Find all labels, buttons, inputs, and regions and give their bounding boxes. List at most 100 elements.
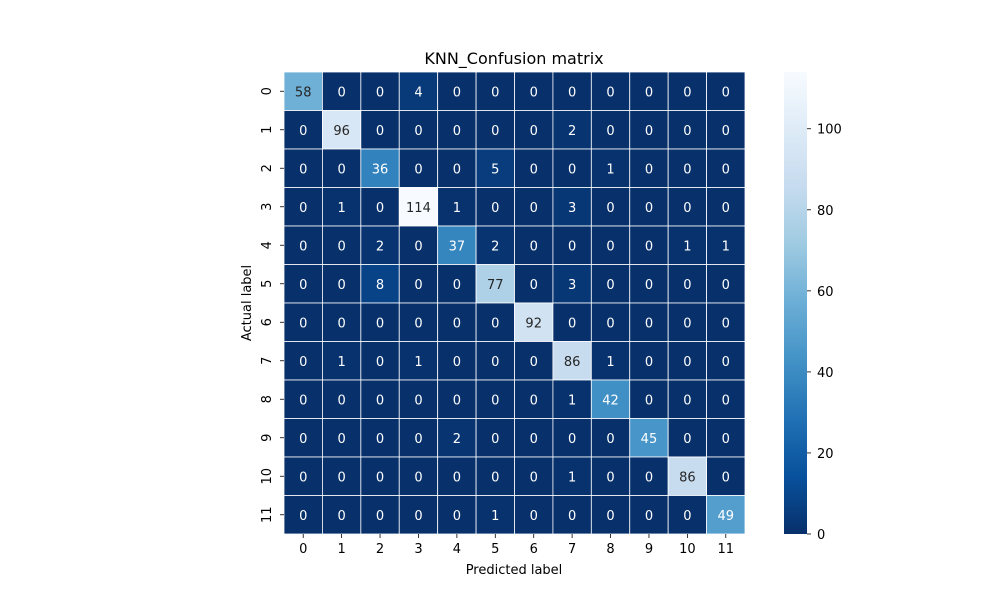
heatmap-cell	[283, 187, 323, 227]
cell-value-label: 0	[453, 509, 461, 524]
heatmap-cell	[706, 495, 746, 535]
cell-value-label: 2	[491, 239, 499, 254]
cell-value-label: 3	[568, 278, 576, 293]
cell-value-label: 0	[299, 509, 307, 524]
heatmap-cell	[283, 225, 323, 265]
cell-value-label: 1	[337, 355, 345, 370]
cell-value-label: 0	[568, 239, 576, 254]
cell-value-label: 0	[645, 85, 653, 100]
heatmap-cell	[398, 418, 439, 458]
heatmap-cell	[514, 495, 554, 535]
heatmap-cell	[322, 495, 362, 535]
cell-value-label: 1	[606, 355, 614, 370]
y-tick-label: 9	[260, 434, 275, 442]
heatmap-cell	[322, 71, 362, 111]
heatmap-cell	[552, 418, 592, 458]
heatmap-cell	[475, 110, 515, 150]
colorbar-tick-label: 40	[817, 366, 834, 381]
cell-value-label: 0	[683, 162, 691, 177]
cell-value-label: 37	[449, 239, 466, 254]
cell-value-label: 0	[337, 162, 345, 177]
x-tick-label: 3	[414, 542, 422, 557]
heatmap-cell	[667, 495, 707, 535]
heatmap-cell	[283, 302, 323, 342]
cell-value-label: 0	[299, 124, 307, 139]
cell-value-label: 0	[299, 278, 307, 293]
x-tick-label: 11	[718, 542, 735, 557]
colorbar-tick-label: 0	[817, 528, 825, 543]
cell-value-label: 49	[718, 509, 735, 524]
cell-value-label: 0	[722, 85, 730, 100]
cell-value-label: 0	[722, 393, 730, 408]
cell-value-label: 0	[299, 432, 307, 447]
heatmap-cell	[590, 264, 631, 304]
cell-value-label: 0	[606, 201, 614, 216]
heatmap-cell	[437, 225, 477, 265]
cell-value-label: 0	[414, 316, 422, 331]
heatmap-cell	[398, 456, 439, 496]
heatmap-cells	[283, 71, 746, 535]
heatmap-cell	[706, 456, 746, 496]
cell-value-label: 0	[568, 316, 576, 331]
cell-value-label: 0	[337, 239, 345, 254]
cell-value-label: 0	[376, 509, 384, 524]
cell-value-label: 114	[406, 201, 431, 216]
cell-value-label: 0	[530, 432, 538, 447]
cell-value-label: 0	[337, 432, 345, 447]
x-tick-label: 9	[645, 542, 653, 557]
cell-value-label: 0	[414, 432, 422, 447]
cell-value-label: 0	[337, 316, 345, 331]
heatmap-cell	[475, 302, 515, 342]
cell-value-label: 0	[606, 432, 614, 447]
cell-value-label: 1	[683, 239, 691, 254]
colorbar: 0 20 40 60 80 100	[784, 72, 842, 543]
cell-value-label: 0	[453, 162, 461, 177]
heatmap-cell	[629, 187, 669, 227]
colorbar-tick-label: 60	[817, 285, 834, 300]
heatmap-cell	[514, 264, 554, 304]
heatmap-cell	[360, 379, 400, 419]
y-tick-label: 5	[260, 280, 275, 288]
cell-value-label: 86	[564, 355, 581, 370]
cell-value-label: 0	[376, 316, 384, 331]
heatmap-cell	[706, 110, 746, 150]
heatmap-cell	[667, 187, 707, 227]
x-tick-label: 6	[530, 542, 538, 557]
cell-value-label: 0	[645, 509, 653, 524]
y-tick-label: 7	[260, 357, 275, 365]
cell-value-label: 0	[722, 201, 730, 216]
heatmap-cell	[360, 341, 400, 381]
heatmap-cell	[667, 456, 707, 496]
cell-value-label: 0	[683, 85, 691, 100]
cell-value-label: 0	[606, 85, 614, 100]
heatmap-cell	[437, 341, 477, 381]
cell-value-label: 36	[372, 162, 389, 177]
cell-value-label: 0	[453, 278, 461, 293]
heatmap-cell	[437, 302, 477, 342]
cell-value-label: 0	[530, 201, 538, 216]
cell-value-label: 0	[376, 432, 384, 447]
heatmap-cell	[475, 187, 515, 227]
heatmap-cell	[283, 264, 323, 304]
cell-value-label: 0	[376, 124, 384, 139]
heatmap-cell	[322, 302, 362, 342]
y-tick-label: 3	[260, 203, 275, 211]
cell-annotations: 58 0 0 4 0 0 0 0 0 0 0 0 0 96 0 0 0 0 0 2 0 0 0 0 0 0 36 0 0 5 0 0 1 0 0 0 0…	[295, 85, 734, 524]
x-tick-label: 8	[606, 542, 614, 557]
cell-value-label: 0	[530, 124, 538, 139]
y-axis-ticks: 0 1 2 3 4 5 6 7 8 9 10 11	[260, 87, 284, 523]
cell-value-label: 0	[722, 162, 730, 177]
y-tick-label: 0	[260, 87, 275, 95]
cell-value-label: 0	[683, 432, 691, 447]
cell-value-label: 0	[645, 201, 653, 216]
cell-value-label: 0	[337, 393, 345, 408]
cell-value-label: 0	[568, 162, 576, 177]
heatmap-cell	[629, 495, 669, 535]
y-tick-label: 4	[260, 241, 275, 249]
cell-value-label: 0	[453, 470, 461, 485]
heatmap-cell	[283, 71, 323, 111]
heatmap-cell	[475, 495, 515, 535]
cell-value-label: 0	[414, 509, 422, 524]
colorbar-tick-label: 20	[817, 447, 834, 462]
